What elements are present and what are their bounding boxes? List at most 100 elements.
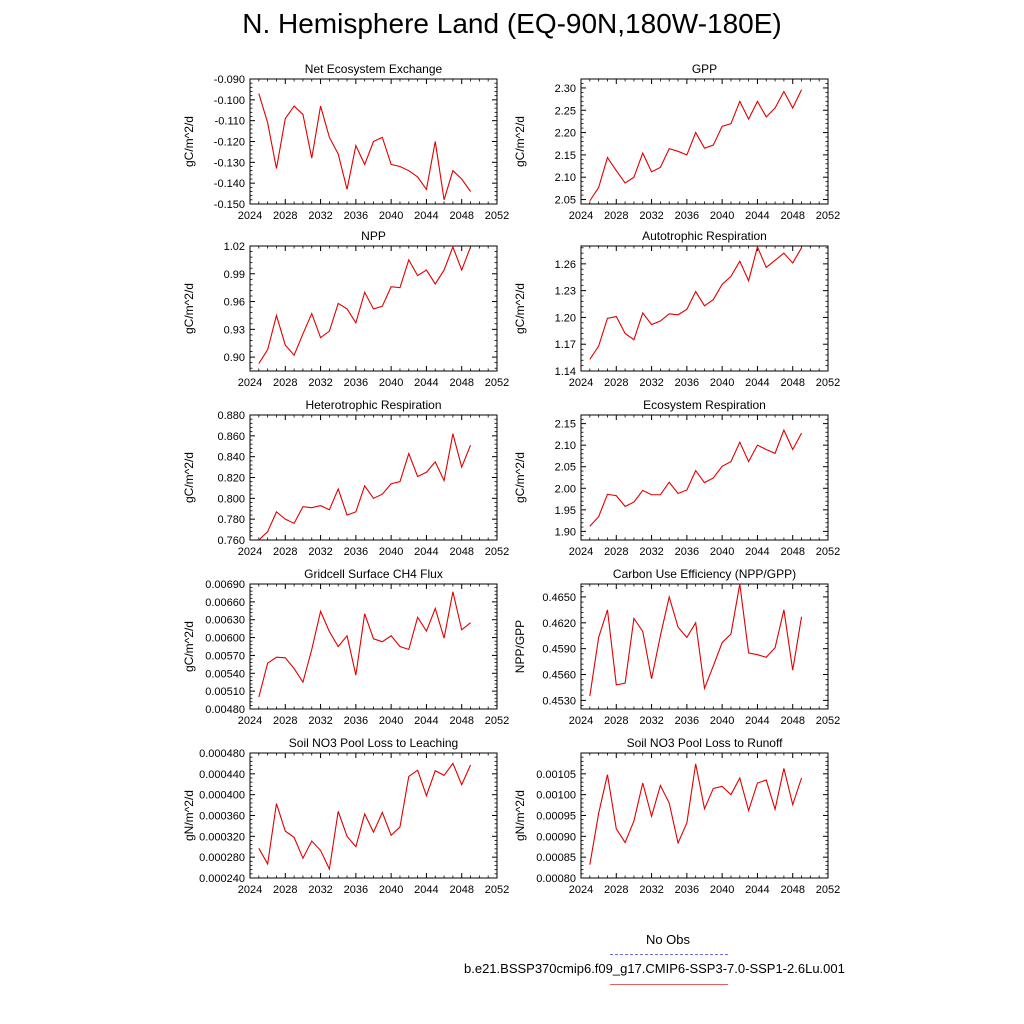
plot-frame	[249, 414, 498, 541]
y-tick-label: 1.23	[555, 286, 576, 298]
y-tick-label: 0.4560	[542, 670, 576, 682]
y-tick-label: 0.00080	[536, 873, 576, 885]
x-tick-label: 2036	[675, 377, 699, 389]
y-axis-label: NPP/GPP	[513, 620, 527, 673]
x-tick-label: 2048	[780, 210, 804, 222]
y-tick-label: 0.000440	[199, 769, 245, 781]
chart-title: Carbon Use Efficiency (NPP/GPP)	[613, 567, 796, 581]
x-tick-label: 2024	[569, 884, 593, 896]
y-tick-label: 0.93	[224, 324, 245, 336]
legend-obs-line	[610, 954, 728, 955]
x-tick-label: 2024	[569, 210, 593, 222]
y-tick-label: -0.120	[214, 137, 245, 149]
x-tick-label: 2040	[379, 546, 403, 558]
x-tick-label: 2036	[675, 210, 699, 222]
chart-title: Soil NO3 Pool Loss to Leaching	[289, 736, 458, 750]
chart-panel-7: Gridcell Surface CH4 Flux gC/m^2/d 2024 202…	[182, 567, 509, 727]
y-tick-label: -0.100	[214, 95, 245, 107]
plot-frame	[580, 78, 829, 205]
y-tick-label: 0.00095	[536, 811, 576, 823]
x-tick-label: 2028	[604, 546, 628, 558]
x-tick-label: 2040	[379, 210, 403, 222]
x-tick-label: 2052	[816, 546, 840, 558]
x-tick-label: 2048	[780, 884, 804, 896]
x-tick-label: 2048	[449, 715, 473, 727]
y-tick-label: 0.00660	[205, 597, 245, 609]
x-tick-label: 2024	[569, 715, 593, 727]
figure-title: N. Hemisphere Land (EQ-90N,180W-180E)	[242, 8, 782, 39]
x-tick-label: 2032	[639, 546, 663, 558]
chart-title: NPP	[361, 229, 386, 243]
y-axis-label: gC/m^2/d	[513, 452, 527, 503]
plot-frame	[580, 414, 829, 541]
x-tick-label: 2024	[238, 546, 262, 558]
x-tick-label: 2052	[816, 715, 840, 727]
x-tick-label: 2032	[639, 377, 663, 389]
chart-panel-5: Heterotrophic Respiration gC/m^2/d 2024 202…	[182, 398, 509, 558]
y-tick-label: 0.780	[217, 514, 245, 526]
chart-title: Gridcell Surface CH4 Flux	[304, 567, 443, 581]
x-tick-label: 2028	[604, 377, 628, 389]
chart-title: GPP	[692, 62, 717, 76]
x-tick-label: 2052	[485, 377, 509, 389]
y-tick-label: 0.800	[217, 493, 245, 505]
y-tick-label: 0.00510	[205, 686, 245, 698]
series-line	[258, 245, 472, 364]
series-line	[258, 762, 472, 872]
x-tick-label: 2044	[745, 884, 769, 896]
y-tick-label: 0.840	[217, 452, 245, 464]
x-tick-label: 2040	[710, 884, 734, 896]
x-tick-label: 2036	[675, 884, 699, 896]
x-tick-label: 2028	[273, 210, 297, 222]
x-tick-label: 2052	[485, 546, 509, 558]
x-tick-label: 2044	[745, 546, 769, 558]
series-line	[258, 591, 471, 698]
y-tick-label: 0.000360	[199, 811, 245, 823]
y-tick-label: 0.00630	[205, 615, 245, 627]
y-tick-label: 2.30	[555, 83, 576, 95]
x-tick-label: 2028	[604, 715, 628, 727]
y-tick-label: 0.00600	[205, 633, 245, 645]
chart-panel-8: Carbon Use Efficiency (NPP/GPP) NPP/GPP 20…	[513, 567, 840, 727]
x-tick-label: 2048	[780, 715, 804, 727]
y-axis-label: gN/m^2/d	[513, 790, 527, 841]
x-tick-label: 2052	[816, 377, 840, 389]
y-tick-label: 2.15	[555, 419, 576, 431]
y-axis-label: gC/m^2/d	[182, 452, 196, 503]
y-tick-label: 2.15	[555, 150, 576, 162]
series-line	[589, 428, 803, 527]
y-axis-label: gC/m^2/d	[182, 283, 196, 334]
x-tick-label: 2048	[449, 210, 473, 222]
x-tick-label: 2040	[710, 546, 734, 558]
y-tick-label: 2.05	[555, 195, 576, 207]
series-line	[589, 89, 803, 202]
x-tick-label: 2028	[273, 884, 297, 896]
x-tick-label: 2044	[745, 715, 769, 727]
x-tick-label: 2036	[344, 377, 368, 389]
x-tick-label: 2024	[238, 715, 262, 727]
x-tick-label: 2036	[344, 210, 368, 222]
x-tick-label: 2052	[485, 715, 509, 727]
plot-frame	[580, 245, 829, 372]
y-tick-label: -0.150	[214, 199, 245, 211]
chart-panel-10: Soil NO3 Pool Loss to Runoff gN/m^2/d 2024…	[513, 736, 840, 896]
x-tick-label: 2044	[414, 210, 438, 222]
x-tick-label: 2052	[816, 884, 840, 896]
x-tick-label: 2044	[414, 884, 438, 896]
legend-case-label: b.e21.BSSP370cmip6.f09_g17.CMIP6-SSP3-7.…	[464, 961, 845, 976]
x-tick-label: 2024	[238, 210, 262, 222]
x-tick-label: 2048	[449, 884, 473, 896]
chart-panel-4: Autotrophic Respiration gC/m^2/d 2024 2028 2…	[513, 229, 840, 389]
y-tick-label: 0.00540	[205, 668, 245, 680]
y-axis-label: gC/m^2/d	[513, 116, 527, 167]
x-tick-label: 2052	[485, 884, 509, 896]
y-tick-label: 0.4590	[542, 644, 576, 656]
y-tick-label: 0.99	[224, 269, 245, 281]
y-tick-label: 2.00	[555, 483, 576, 495]
y-tick-label: 2.10	[555, 172, 576, 184]
y-tick-label: 0.96	[224, 297, 245, 309]
x-tick-label: 2048	[780, 377, 804, 389]
x-tick-label: 2028	[604, 884, 628, 896]
chart-title: Ecosystem Respiration	[643, 398, 766, 412]
series-line	[258, 433, 472, 541]
